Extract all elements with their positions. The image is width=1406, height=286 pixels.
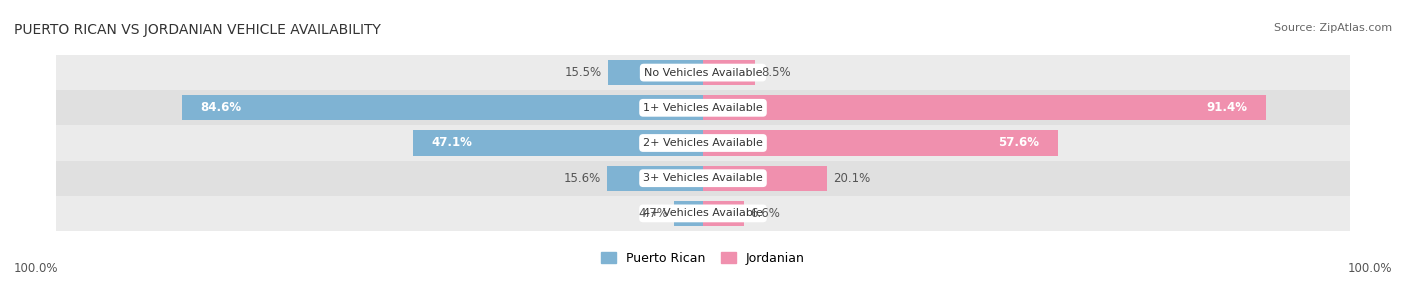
Text: 4.7%: 4.7% (638, 207, 668, 220)
Text: 1+ Vehicles Available: 1+ Vehicles Available (643, 103, 763, 113)
Text: 2+ Vehicles Available: 2+ Vehicles Available (643, 138, 763, 148)
Bar (673, 201, 703, 226)
Bar (56, 55, 1350, 90)
Bar (703, 60, 755, 85)
Bar (413, 130, 703, 156)
Bar (607, 60, 703, 85)
Text: No Vehicles Available: No Vehicles Available (644, 67, 762, 78)
Text: 3+ Vehicles Available: 3+ Vehicles Available (643, 173, 763, 183)
Text: 4+ Vehicles Available: 4+ Vehicles Available (643, 208, 763, 219)
Bar (703, 201, 744, 226)
Bar (56, 125, 1350, 161)
Text: 57.6%: 57.6% (998, 136, 1039, 150)
Bar (703, 166, 827, 191)
Text: 47.1%: 47.1% (432, 136, 472, 150)
Bar (181, 95, 703, 120)
Bar (703, 95, 1265, 120)
Legend: Puerto Rican, Jordanian: Puerto Rican, Jordanian (598, 248, 808, 269)
Text: 100.0%: 100.0% (14, 262, 59, 275)
Text: 8.5%: 8.5% (762, 66, 792, 79)
Text: 20.1%: 20.1% (832, 172, 870, 185)
Bar (56, 196, 1350, 231)
Text: 6.6%: 6.6% (749, 207, 780, 220)
Text: 91.4%: 91.4% (1206, 101, 1247, 114)
Bar (56, 90, 1350, 125)
Text: 15.5%: 15.5% (564, 66, 602, 79)
Text: 100.0%: 100.0% (1347, 262, 1392, 275)
Bar (56, 161, 1350, 196)
Text: 15.6%: 15.6% (564, 172, 600, 185)
Text: 84.6%: 84.6% (201, 101, 242, 114)
Text: PUERTO RICAN VS JORDANIAN VEHICLE AVAILABILITY: PUERTO RICAN VS JORDANIAN VEHICLE AVAILA… (14, 23, 381, 37)
Text: Source: ZipAtlas.com: Source: ZipAtlas.com (1274, 23, 1392, 33)
Bar (703, 130, 1057, 156)
Bar (607, 166, 703, 191)
